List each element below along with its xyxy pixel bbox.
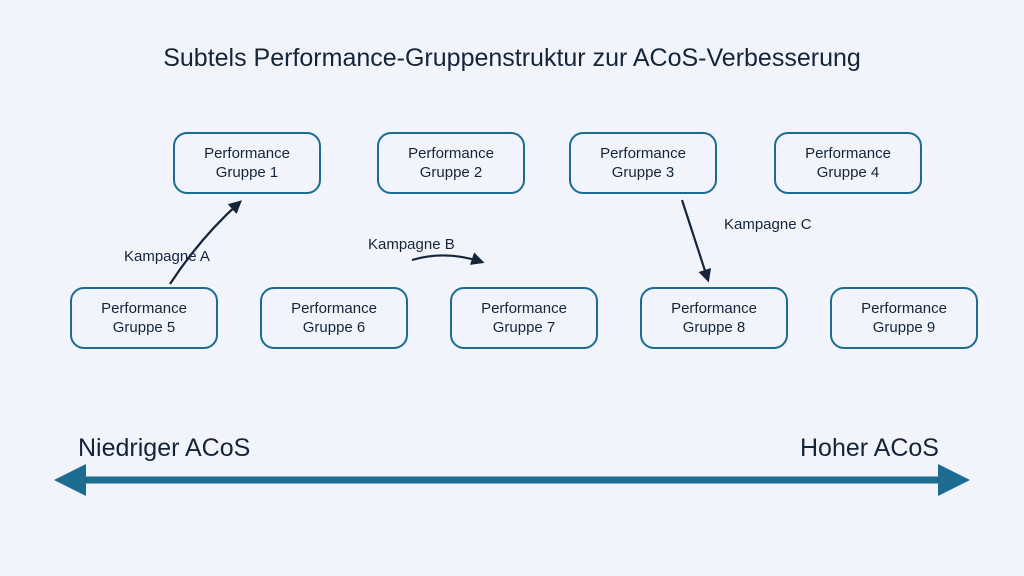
node-label: PerformanceGruppe 2 <box>408 144 494 183</box>
arrow-c <box>682 200 708 280</box>
node-label: PerformanceGruppe 4 <box>805 144 891 183</box>
axis-label-low: Niedriger ACoS <box>78 434 250 463</box>
node-label: PerformanceGruppe 6 <box>291 299 377 338</box>
node-label: PerformanceGruppe 3 <box>600 144 686 183</box>
campaign-label-c: Kampagne C <box>724 216 812 233</box>
node-gruppe-6: PerformanceGruppe 6 <box>260 287 408 349</box>
node-gruppe-7: PerformanceGruppe 7 <box>450 287 598 349</box>
arrow-a <box>170 202 240 284</box>
node-label: PerformanceGruppe 1 <box>204 144 290 183</box>
diagram-title: Subtels Performance-Gruppenstruktur zur … <box>0 44 1024 73</box>
node-gruppe-1: PerformanceGruppe 1 <box>173 132 321 194</box>
node-gruppe-2: PerformanceGruppe 2 <box>377 132 525 194</box>
node-label: PerformanceGruppe 5 <box>101 299 187 338</box>
axis-arrow <box>54 464 970 496</box>
node-label: PerformanceGruppe 9 <box>861 299 947 338</box>
diagram-canvas: Subtels Performance-Gruppenstruktur zur … <box>0 0 1024 576</box>
campaign-label-a: Kampagne A <box>124 248 210 265</box>
node-label: PerformanceGruppe 8 <box>671 299 757 338</box>
node-gruppe-3: PerformanceGruppe 3 <box>569 132 717 194</box>
node-label: PerformanceGruppe 7 <box>481 299 567 338</box>
axis-label-high: Hoher ACoS <box>800 434 939 463</box>
arrow-b <box>412 255 482 262</box>
axis-arrowhead-right-icon <box>938 464 970 496</box>
campaign-label-b: Kampagne B <box>368 236 455 253</box>
axis-arrowhead-left-icon <box>54 464 86 496</box>
node-gruppe-5: PerformanceGruppe 5 <box>70 287 218 349</box>
node-gruppe-4: PerformanceGruppe 4 <box>774 132 922 194</box>
node-gruppe-9: PerformanceGruppe 9 <box>830 287 978 349</box>
node-gruppe-8: PerformanceGruppe 8 <box>640 287 788 349</box>
